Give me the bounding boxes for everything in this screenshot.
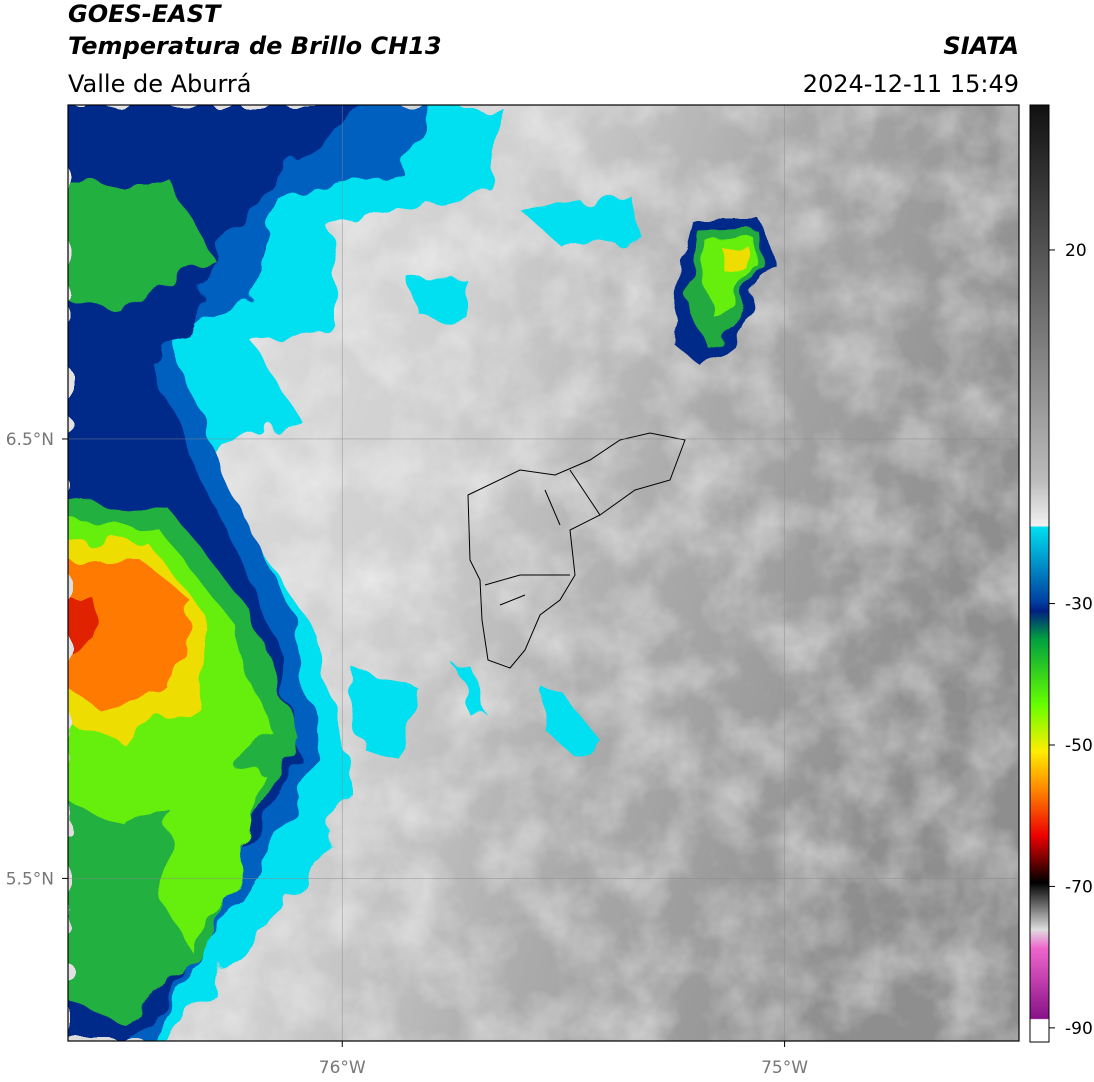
graticule: 76°W 75°W 6.5°N 5.5°N <box>6 105 1019 1078</box>
datetime: 2024-12-11 15:49 <box>803 70 1019 98</box>
colorbar-label: 20 <box>1065 241 1087 261</box>
region: Valle de Aburrá <box>68 70 252 98</box>
x-tick-label: 75°W <box>761 1058 808 1078</box>
colorbar-ticks: 20 -30 -50 -70 -90 <box>1049 241 1093 1039</box>
y-tick-label: 5.5°N <box>6 869 54 889</box>
title: GOES-EAST <box>68 0 222 28</box>
colorbar <box>1029 104 1050 1043</box>
x-tick-label: 76°W <box>319 1058 366 1078</box>
source: SIATA <box>943 32 1019 60</box>
map-frame <box>67 104 1020 1042</box>
colorbar-label: -30 <box>1065 595 1093 615</box>
colorbar-label: -70 <box>1065 877 1093 897</box>
satellite-image <box>68 105 1019 1041</box>
colorbar-label: -50 <box>1065 736 1093 756</box>
y-tick-label: 6.5°N <box>6 430 54 450</box>
subtitle: Temperatura de Brillo CH13 <box>68 32 442 60</box>
colorbar-label: -90 <box>1065 1019 1093 1039</box>
